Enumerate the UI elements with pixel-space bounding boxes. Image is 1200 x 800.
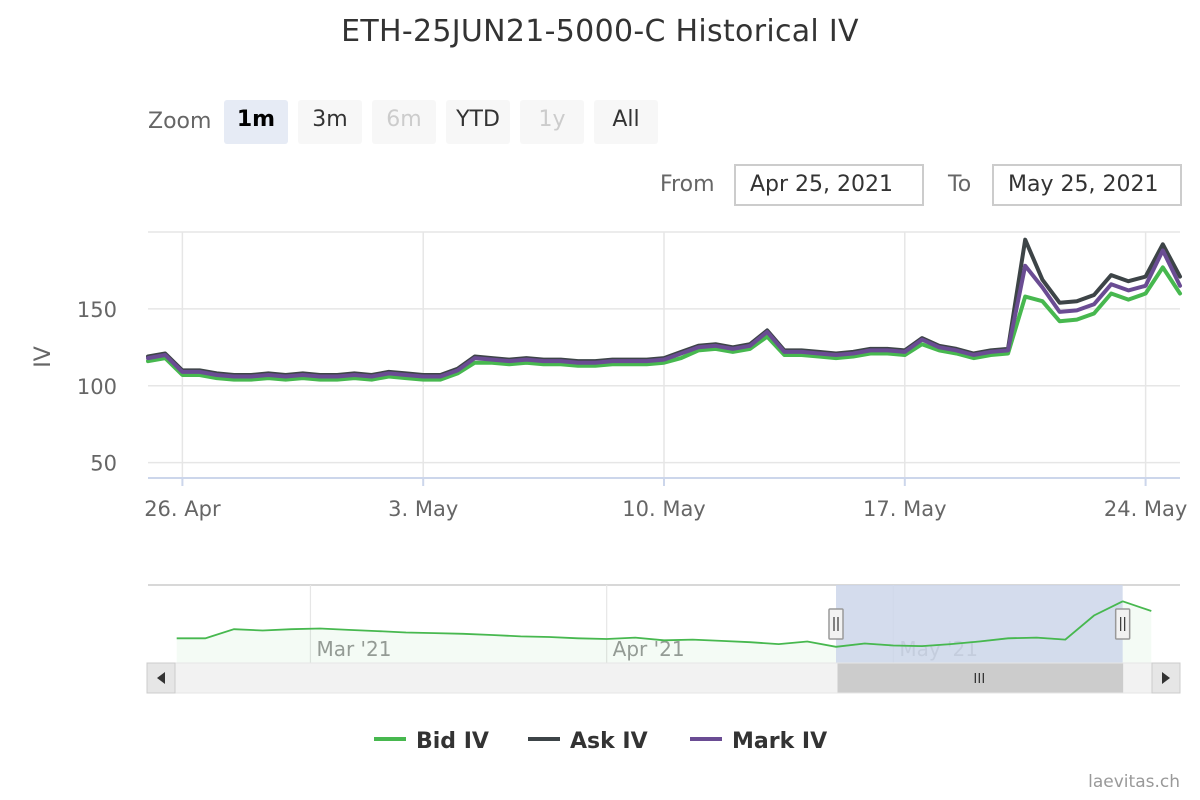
zoom-label: Zoom <box>148 109 212 134</box>
zoom-3m-button[interactable]: 3m <box>298 100 362 144</box>
navigator-right-handle[interactable] <box>1114 608 1131 640</box>
legend-label: Ask IV <box>570 729 648 754</box>
y-axis-title: IV <box>31 346 56 368</box>
handle-body <box>828 608 844 640</box>
scroll-right-icon <box>1162 672 1170 684</box>
zoom-1y-button[interactable]: 1y <box>520 100 584 144</box>
legend: Bid IV Ask IV Mark IV <box>374 729 827 754</box>
zoom-1m-button[interactable]: 1m <box>224 100 288 144</box>
to-label: To <box>948 172 972 197</box>
navigator-tick-label: Apr '21 <box>613 637 685 661</box>
zoom-6m-button[interactable]: 6m <box>372 100 436 144</box>
y-tick-label: 50 <box>90 452 117 476</box>
credits-link[interactable]: laevitas.ch <box>1088 772 1180 792</box>
legend-item-mark-iv[interactable]: Mark IV <box>690 729 827 754</box>
zoom-all-button[interactable]: All <box>594 100 658 144</box>
x-tick-label: 17. May <box>863 497 947 521</box>
handle-body <box>1114 608 1131 640</box>
y-tick-label: 100 <box>77 375 117 399</box>
x-tick-label: 10. May <box>622 497 706 521</box>
from-date-input[interactable]: Apr 25, 2021 <box>734 164 924 206</box>
navigator-series-line-selected <box>835 600 1124 648</box>
zoom-ytd-button[interactable]: YTD <box>446 100 510 144</box>
series-line-mark-iv <box>146 248 1182 379</box>
series-line-bid-iv <box>146 265 1182 382</box>
y-tick-label: 150 <box>77 298 117 322</box>
legend-label: Bid IV <box>416 729 489 754</box>
to-date-input[interactable]: May 25, 2021 <box>992 164 1182 206</box>
navigator-selected-range <box>836 585 1123 663</box>
x-tick-label: 3. May <box>388 497 458 521</box>
x-tick-label: 24. May <box>1104 497 1188 521</box>
scrollbar-thumb[interactable] <box>837 663 1124 693</box>
chart-title: ETH-25JUN21-5000-C Historical IV <box>341 14 859 49</box>
series-lines <box>146 237 1182 382</box>
navigator-tick-label: Mar '21 <box>316 637 391 661</box>
legend-item-ask-iv[interactable]: Ask IV <box>528 729 648 754</box>
scroll-left-icon <box>157 672 165 684</box>
navigator-left-handle[interactable] <box>828 608 844 640</box>
legend-item-bid-iv[interactable]: Bid IV <box>374 729 489 754</box>
x-tick-label: 26. Apr <box>144 497 221 521</box>
y-axis: IV 50 100 150 <box>31 298 117 476</box>
chart-grid <box>148 231 1180 478</box>
legend-label: Mark IV <box>732 729 827 754</box>
x-axis: 26. Apr 3. May 10. May 17. May 24. May <box>144 477 1188 521</box>
from-label: From <box>660 172 715 197</box>
navigator-scrollbar[interactable] <box>146 662 1181 694</box>
